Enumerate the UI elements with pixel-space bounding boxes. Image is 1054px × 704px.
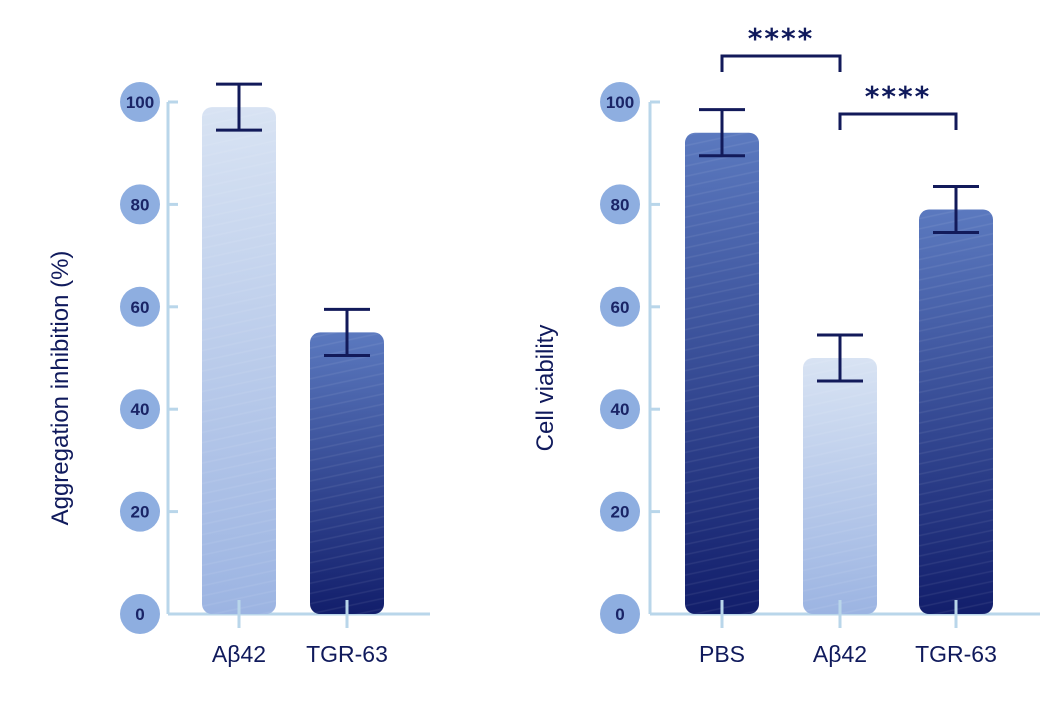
x-category-label: TGR-63 <box>306 641 388 667</box>
viability-chart: 0 20 40 60 80 100 Cell viability PBS Aβ42 TGR-63 *… <box>532 22 1040 667</box>
significance-label: **** <box>865 80 932 113</box>
y-tick-bubble <box>600 184 640 225</box>
y-tick-bubble <box>120 286 160 327</box>
significance-bracket <box>838 112 958 130</box>
bar-texture <box>685 132 759 614</box>
bar-texture <box>919 209 993 614</box>
y-tick-label: 100 <box>606 93 634 112</box>
y-tick-label: 20 <box>131 503 150 522</box>
y-tick-label: 80 <box>131 195 150 214</box>
y-tick-label: 0 <box>615 605 624 624</box>
bar-texture <box>310 332 384 614</box>
y-tick-label: 80 <box>611 195 630 214</box>
y-tick-bubble <box>600 594 640 634</box>
x-category-label: PBS <box>699 641 745 667</box>
y-tick-bubble <box>120 389 160 430</box>
y-tick-bubble <box>120 491 160 532</box>
y-tick-label: 40 <box>131 400 150 419</box>
y-tick-label: 60 <box>611 298 630 317</box>
y-tick-bubble <box>600 82 640 122</box>
y-tick-bubble <box>120 82 160 122</box>
y-tick-label: 60 <box>131 298 150 317</box>
bar-texture <box>803 358 877 614</box>
y-tick-bubble <box>600 491 640 532</box>
significance-label: **** <box>748 22 815 55</box>
y-axis-label: Cell viability <box>532 325 559 452</box>
y-axis-label: Aggregation inhibition (%) <box>47 251 74 526</box>
y-tick-bubble <box>120 594 160 634</box>
y-tick-label: 100 <box>126 93 154 112</box>
x-category-label: TGR-63 <box>915 641 997 667</box>
y-tick-label: 40 <box>611 400 630 419</box>
y-tick-bubble <box>600 286 640 327</box>
significance-bracket <box>720 54 842 72</box>
y-tick-bubble <box>120 184 160 225</box>
aggregation-chart: 0 20 40 60 80 100 Aggregation inhibition (%) Aβ… <box>47 82 430 667</box>
y-tick-label: 20 <box>611 503 630 522</box>
y-tick-bubble <box>600 389 640 430</box>
x-category-label: Aβ42 <box>813 641 867 667</box>
x-category-label: Aβ42 <box>212 641 266 667</box>
y-tick-label: 0 <box>135 605 144 624</box>
bar-texture <box>202 107 276 615</box>
